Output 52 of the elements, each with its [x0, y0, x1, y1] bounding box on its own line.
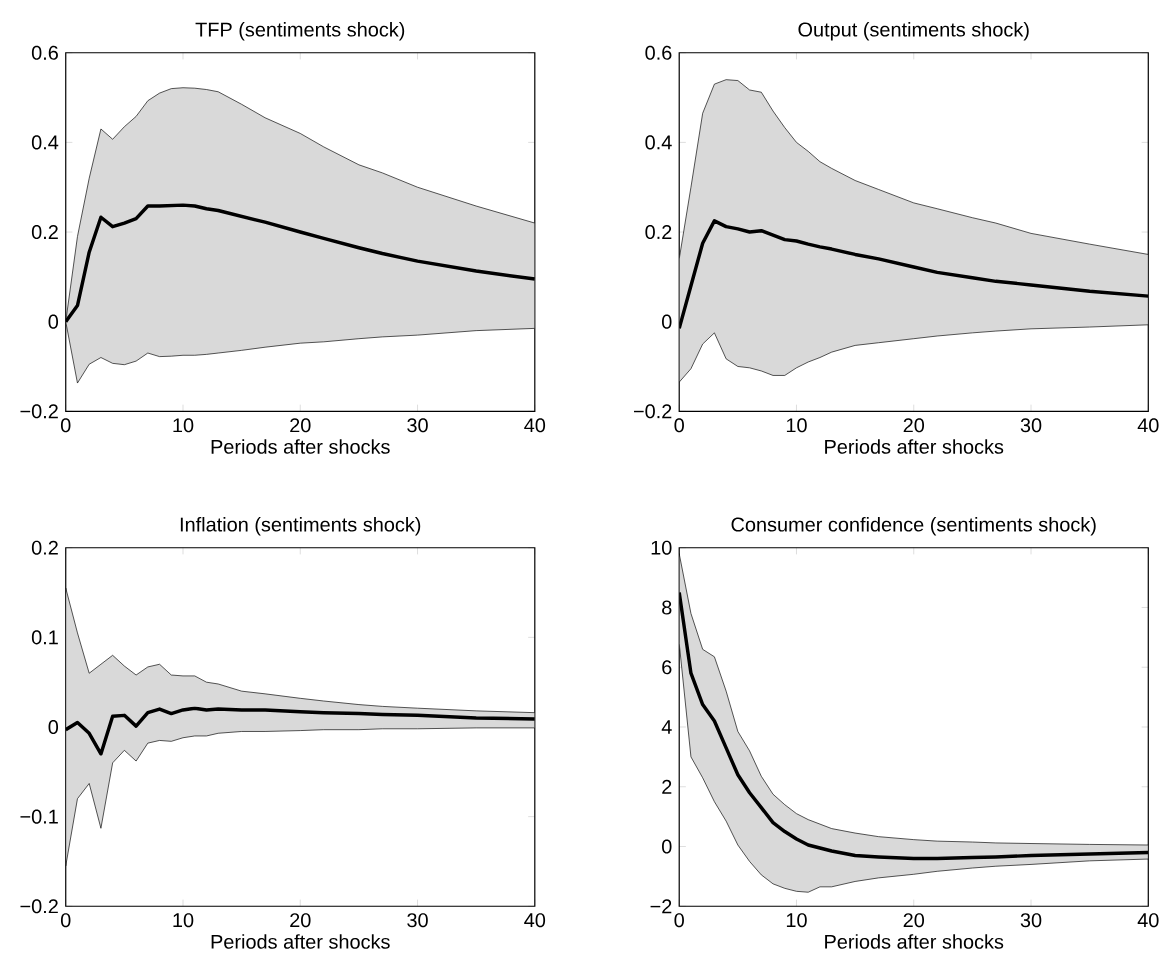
y-tick-label: 0.6 — [645, 45, 672, 60]
x-tick-label: 0 — [674, 418, 684, 433]
y-tick-label: 10 — [651, 540, 672, 555]
y-tick-label: 6 — [662, 660, 672, 675]
y-tick-label: 0.2 — [645, 224, 672, 240]
y-tick-label: −0.1 — [20, 809, 58, 824]
x-tick-label: 40 — [1137, 913, 1159, 928]
y-tick-label: 4 — [661, 720, 672, 734]
y-tick-label: −0.2 — [20, 404, 58, 419]
y-tick-label: 0 — [48, 314, 59, 329]
x-tick-label: 10 — [786, 913, 807, 928]
y-tick-label: 0.4 — [31, 135, 59, 150]
x-tick-label: 0 — [674, 913, 684, 928]
y-tick-label: 0.2 — [31, 224, 58, 240]
y-tick-label: −2 — [650, 899, 672, 914]
x-tick-label: 10 — [786, 418, 807, 433]
y-tick-label: 0 — [48, 719, 59, 735]
x-tick-label: 20 — [290, 913, 311, 928]
x-tick-label: 30 — [1020, 913, 1042, 928]
x-tick-label: 10 — [173, 418, 194, 433]
line-series — [679, 219, 1149, 331]
y-tick-label: −0.2 — [633, 404, 672, 419]
y-tick-label: 0.1 — [31, 630, 58, 645]
y-tick-label: −0.2 — [20, 899, 58, 914]
x-tick-label: 0 — [60, 418, 71, 433]
y-tick-label: 0.4 — [645, 135, 672, 150]
x-tick-label: 30 — [407, 418, 428, 433]
x-axis-title: Periods after shocks — [825, 439, 1004, 454]
x-tick-label: 20 — [290, 418, 311, 433]
y-tick-label: 0 — [662, 839, 672, 854]
chart-title: TFP (sentiments shock) — [195, 22, 405, 41]
x-tick-label: 40 — [1137, 418, 1159, 433]
x-tick-label: 0 — [60, 913, 71, 928]
y-tick-label: 8 — [662, 600, 672, 615]
y-tick-label: 0.6 — [31, 45, 58, 60]
chart-title: Consumer confidence (sentiments shock) — [731, 516, 1096, 536]
y-tick-label: 0 — [662, 314, 672, 329]
y-tick-label: 2 — [662, 779, 672, 794]
x-tick-label: 30 — [407, 913, 428, 928]
x-tick-label: 40 — [524, 913, 546, 928]
line-series — [65, 706, 535, 756]
chart-title: Inflation (sentiments shock) — [180, 516, 421, 536]
chart-title: Output (sentiments shock) — [798, 21, 1029, 41]
x-tick-label: 20 — [903, 418, 925, 433]
x-tick-label: 30 — [1020, 418, 1042, 433]
x-axis-title: Periods after shocks — [211, 934, 390, 949]
x-axis-title: Periods after shocks — [211, 439, 390, 454]
x-axis-title: Periods after shocks — [825, 934, 1004, 949]
x-tick-label: 10 — [173, 913, 194, 928]
y-tick-label: 0.2 — [31, 540, 58, 555]
x-tick-label: 40 — [524, 418, 546, 433]
x-tick-label: 20 — [903, 913, 925, 928]
